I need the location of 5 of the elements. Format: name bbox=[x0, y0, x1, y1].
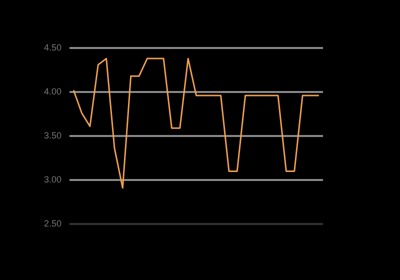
y-tick-label: 3.00 bbox=[44, 174, 62, 184]
y-tick-label: 2.50 bbox=[44, 218, 62, 228]
y-tick-label: 3.50 bbox=[44, 130, 62, 140]
y-tick-label: 4.00 bbox=[44, 86, 62, 96]
y-tick-label: 4.50 bbox=[44, 42, 62, 52]
